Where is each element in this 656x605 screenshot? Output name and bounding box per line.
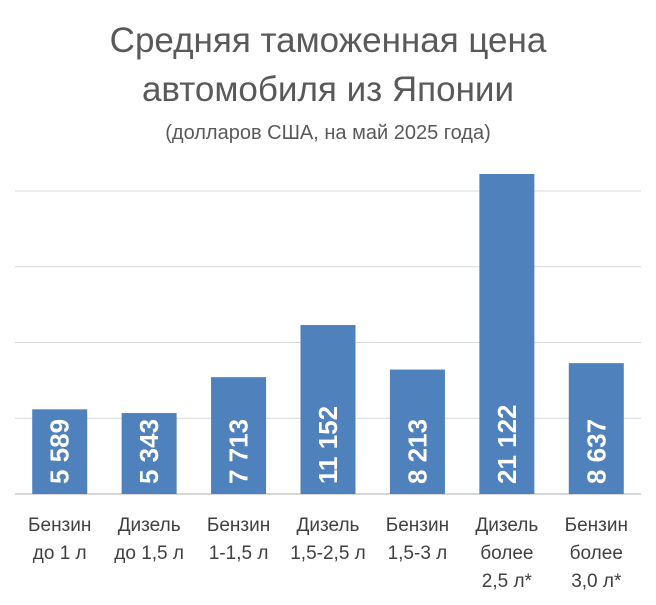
category-label-7-line-2: более — [570, 543, 623, 564]
category-labels: Бензин до 1 л Дизель до 1,5 л Бензин 1-1,5 л Д… — [28, 515, 628, 592]
value-label-4: 11 152 — [313, 406, 343, 484]
bar-1 — [32, 409, 88, 494]
bar-5 — [389, 369, 445, 494]
value-label-1: 5 589 — [45, 419, 75, 484]
bars — [32, 174, 624, 494]
bar-3 — [211, 377, 267, 494]
category-label-6-line-2: более — [480, 543, 533, 564]
value-label-2: 5 343 — [134, 419, 164, 484]
category-label-7-line-3: 3,0 л* — [571, 571, 622, 592]
value-label-6: 21 122 — [492, 404, 522, 484]
category-label-6-line-3: 2,5 л* — [482, 571, 533, 592]
chart-title-line-2: автомобиля из Японии — [142, 70, 514, 109]
category-label-7-line-1: Бензин — [565, 515, 628, 536]
category-label-5-line-1: Бензин — [386, 515, 449, 536]
category-label-4-line-1: Дизель — [297, 515, 360, 536]
category-label-4-line-2: 1,5-2,5 л — [290, 543, 366, 564]
category-label-2-line-1: Дизель — [118, 515, 181, 536]
category-label-1-line-1: Бензин — [28, 515, 91, 536]
value-label-7: 8 637 — [581, 419, 611, 484]
category-label-3-line-2: 1-1,5 л — [209, 543, 269, 564]
bar-4 — [300, 325, 356, 494]
category-label-2-line-2: до 1,5 л — [114, 543, 184, 564]
value-label-5: 8 213 — [402, 419, 432, 484]
category-label-6-line-1: Дизель — [475, 515, 538, 536]
category-label-5-line-2: 1,5-3 л — [388, 543, 448, 564]
value-label-3: 7 713 — [224, 419, 254, 484]
bar-7 — [568, 363, 624, 494]
chart-title-line-1: Средняя таможенная цена — [110, 21, 547, 60]
category-label-1-line-2: до 1 л — [33, 543, 87, 564]
bar-2 — [121, 413, 177, 494]
bar-6 — [479, 174, 535, 494]
category-label-3-line-1: Бензин — [207, 515, 270, 536]
chart-subtitle: (долларов США, на май 2025 года) — [165, 122, 491, 144]
value-labels: 5 589 5 343 7 713 11 152 8 213 21 122 8 637 — [45, 404, 612, 484]
